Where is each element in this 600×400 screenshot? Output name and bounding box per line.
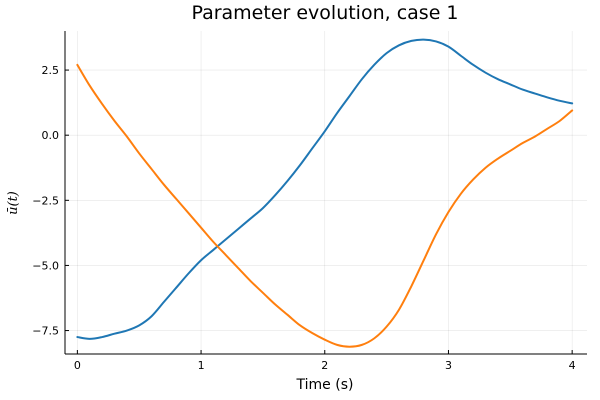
y-tick-label: −5.0 <box>32 259 59 272</box>
y-axis-label: ū(t) <box>6 191 21 215</box>
chart-title: Parameter evolution, case 1 <box>191 2 458 24</box>
y-tick-label: −7.5 <box>32 325 59 338</box>
x-ticks: 0 1 2 3 4 <box>74 350 576 372</box>
y-tick-label: 2.5 <box>42 64 60 77</box>
series-line-1 <box>76 38 574 340</box>
y-tick-label: 0.0 <box>42 129 60 142</box>
y-tick-label: −2.5 <box>32 194 59 207</box>
x-tick-label: 0 <box>74 359 81 372</box>
axes <box>64 31 587 355</box>
x-tick-label: 4 <box>569 359 576 372</box>
series-line-2 <box>76 63 574 348</box>
x-tick-label: 3 <box>445 359 452 372</box>
x-axis-label: Time (s) <box>296 377 354 393</box>
grid <box>65 31 587 354</box>
x-tick-label: 2 <box>321 359 328 372</box>
series <box>76 38 574 348</box>
x-tick-label: 1 <box>198 359 205 372</box>
y-ticks: 2.5 0.0 −2.5 −5.0 −7.5 <box>32 64 69 338</box>
